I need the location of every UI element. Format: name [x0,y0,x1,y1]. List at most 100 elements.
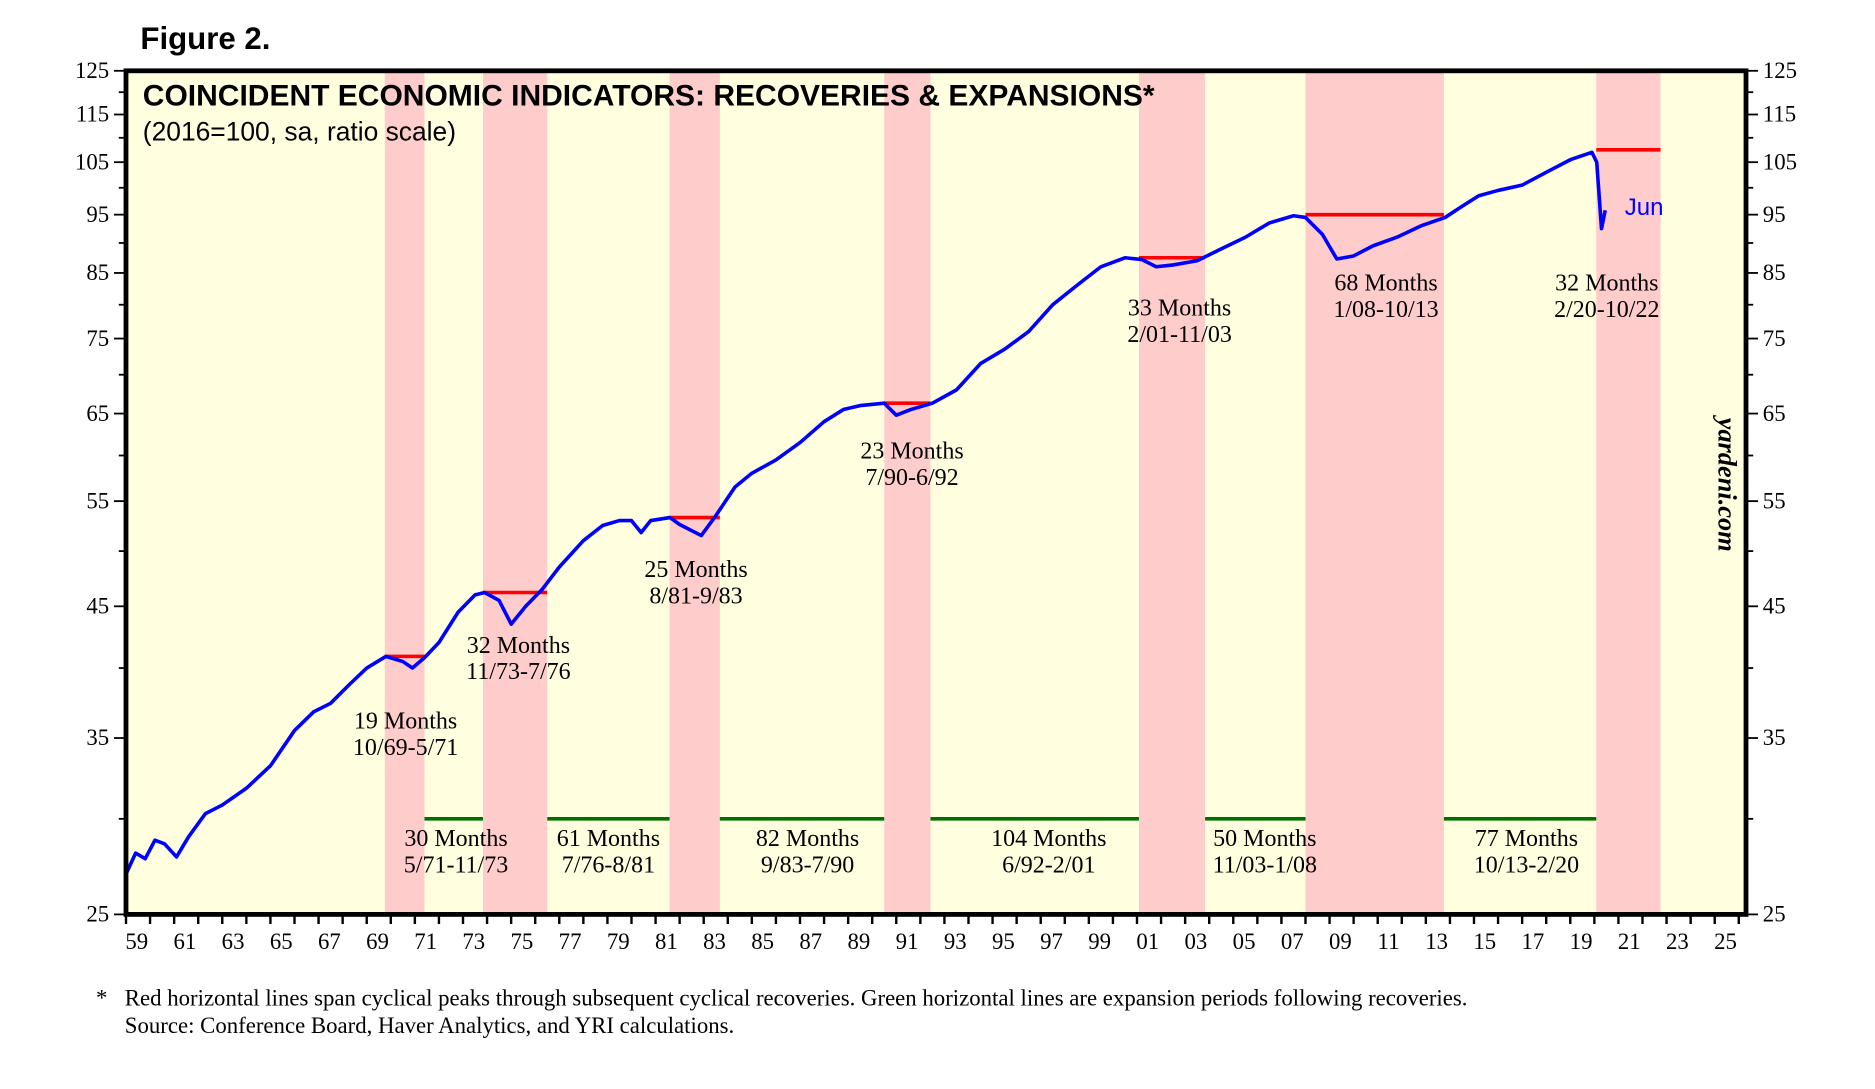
x-tick-label: 09 [1329,929,1352,954]
axes: 25 25 35 35 45 45 55 55 65 65 75 75 85 85 95 95 105 105 11… [75,58,1797,954]
y-tick-label-right: 75 [1763,326,1786,351]
y-tick-label-left: 25 [86,902,109,927]
recovery-shade [482,70,548,915]
x-tick-label: 69 [366,929,389,954]
y-tick-label-right: 45 [1763,594,1786,619]
recovery-shade [884,70,931,915]
x-tick-label: 87 [799,929,822,954]
x-tick-label: 25 [1714,929,1737,954]
recovery-range-label: 11/73-7/76 [466,659,570,685]
x-tick-label: 89 [848,929,871,954]
x-tick-label: 71 [414,929,437,954]
recovery-duration-label: 32 Months [467,633,570,659]
x-tick-label: 13 [1425,929,1448,954]
recovery-range-label: 8/81-9/83 [649,584,742,610]
y-tick-label-left: 35 [86,725,109,750]
plot-frame [123,68,1749,917]
recovery-range-label: 2/20-10/22 [1554,297,1659,323]
expansion-range-label: 7/76-8/81 [562,852,655,878]
x-tick-label: 15 [1473,929,1496,954]
y-tick-label-left: 125 [75,58,109,83]
x-tick-label: 65 [270,929,293,954]
x-tick-label: 03 [1185,929,1208,954]
recovery-shade [1305,70,1444,915]
x-tick-label: 61 [174,929,197,954]
expansion-duration-label: 30 Months [404,826,507,852]
recovery-range-label: 1/08-10/13 [1333,297,1438,323]
y-tick-label-right: 115 [1763,102,1796,127]
recovery-range-label: 10/69-5/71 [353,735,458,761]
recovery-shading [384,70,1661,915]
expansion-duration-label: 82 Months [756,826,859,852]
x-tick-label: 63 [222,929,245,954]
y-tick-label-right: 65 [1763,401,1786,426]
x-tick-label: 23 [1666,929,1689,954]
x-tick-label: 77 [559,929,582,954]
recovery-shade [384,70,425,915]
x-tick-label: 97 [1040,929,1063,954]
x-tick-label: 91 [896,929,919,954]
y-tick-label-left: 95 [86,202,109,227]
y-tick-label-left: 115 [76,102,109,127]
recovery-shade [1138,70,1206,915]
x-tick-label: 21 [1618,929,1641,954]
y-tick-label-left: 105 [75,149,109,174]
horizontal-period-lines [384,148,1661,821]
recovery-duration-label: 19 Months [354,708,457,734]
series-line [124,150,1608,875]
recovery-range-label: 2/01-11/03 [1127,322,1231,348]
y-tick-label-left: 65 [86,401,109,426]
footnote-line-1: Red horizontal lines span cyclical peaks… [125,986,1468,1011]
chart-subtitle: (2016=100, sa, ratio scale) [143,116,456,146]
footnote-marker: * [96,986,107,1011]
y-tick-label-right: 95 [1763,202,1786,227]
expansion-duration-label: 50 Months [1213,826,1316,852]
recovery-duration-label: 23 Months [860,438,963,464]
x-tick-label: 93 [944,929,967,954]
expansion-duration-label: 61 Months [557,826,660,852]
x-tick-label: 99 [1088,929,1111,954]
y-tick-label-right: 25 [1763,902,1786,927]
recovery-shade [669,70,720,915]
y-tick-label-right: 85 [1763,260,1786,285]
x-tick-label: 17 [1522,929,1545,954]
y-tick-label-left: 85 [86,260,109,285]
expansion-range-label: 10/13-2/20 [1474,852,1579,878]
recovery-shade [1596,70,1661,915]
chart-title: COINCIDENT ECONOMIC INDICATORS: RECOVERI… [143,80,1155,113]
x-tick-label: 59 [125,929,148,954]
footnote-line-2: Source: Conference Board, Haver Analytic… [125,1013,734,1038]
y-tick-label-left: 45 [86,594,109,619]
expansion-range-label: 11/03-1/08 [1213,852,1317,878]
x-tick-label: 11 [1378,929,1400,954]
expansion-range-label: 5/71-11/73 [404,852,508,878]
figure-label: Figure 2. [140,21,270,56]
x-tick-label: 95 [992,929,1015,954]
recovery-duration-label: 25 Months [644,557,747,583]
expansion-duration-label: 77 Months [1475,826,1578,852]
expansion-range-label: 6/92-2/01 [1002,852,1095,878]
series-end-label: Jun [1625,194,1664,221]
plot-background [126,70,1746,915]
x-tick-label: 05 [1233,929,1256,954]
expansion-range-label: 9/83-7/90 [761,852,854,878]
x-tick-label: 79 [607,929,630,954]
recovery-duration-label: 33 Months [1128,296,1231,322]
x-tick-label: 19 [1570,929,1593,954]
recovery-duration-label: 68 Months [1334,270,1437,296]
y-tick-label-right: 35 [1763,725,1786,750]
x-tick-label: 01 [1136,929,1159,954]
x-tick-label: 83 [703,929,726,954]
x-tick-label: 75 [511,929,534,954]
y-tick-label-left: 75 [86,326,109,351]
y-tick-label-right: 105 [1763,149,1797,174]
y-tick-label-right: 55 [1763,488,1786,513]
y-tick-label-right: 125 [1763,58,1797,83]
recovery-range-label: 7/90-6/92 [865,465,958,491]
x-tick-label: 85 [751,929,774,954]
x-tick-label: 67 [318,929,341,954]
recovery-duration-label: 32 Months [1555,270,1658,296]
watermark: yardeni.com [1712,415,1742,552]
